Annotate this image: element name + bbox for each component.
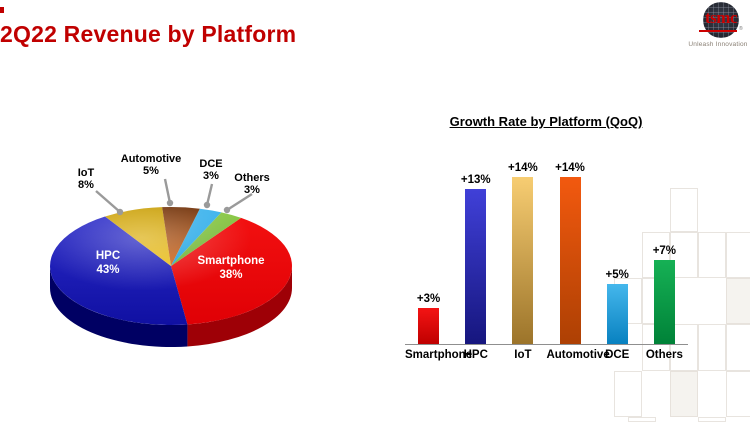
bar-category-label: HPC <box>463 349 488 361</box>
pie-label-hpc: HPC 43% <box>78 250 138 277</box>
bar-column-smartphone: +3% <box>405 158 452 344</box>
pie-leader-dot <box>203 201 211 209</box>
wafer-die-cell <box>698 232 726 278</box>
wafer-die-cell <box>628 417 656 422</box>
bar-category-label: Others <box>645 349 683 361</box>
bar-category-label: DCE <box>605 349 630 361</box>
bar-rect <box>606 284 628 344</box>
pie-callout-value: 5% <box>143 165 159 178</box>
pie-callout-label: DCE <box>199 158 223 170</box>
pie-callout-dce: DCE 3% <box>186 158 236 183</box>
bar-value-label: +14% <box>508 161 538 174</box>
pie-callout-others: Others 3% <box>227 172 277 197</box>
wafer-die-cell <box>670 232 698 278</box>
bar-rect <box>512 176 534 344</box>
bar-rect <box>465 188 487 344</box>
wafer-icon <box>703 2 739 38</box>
pie-slice-value: 43% <box>96 263 120 276</box>
bar-category-label: Automotive <box>546 349 610 361</box>
tsmc-logo: tsmc ® Unleash Innovation <box>686 0 750 52</box>
wafer-die-cell <box>726 232 750 278</box>
wafer-die-cell <box>726 371 750 417</box>
bar-column-hpc: +13% <box>452 158 499 344</box>
wafer-die-cell <box>726 278 750 324</box>
pie-callout-value: 3% <box>244 184 260 197</box>
bar-column-automotive: +14% <box>546 158 593 344</box>
pie-slice-side-hpc <box>50 266 188 347</box>
bar-chart-category-axis: Smartphone HPC IoT Automotive DCE Others <box>405 349 688 361</box>
pie-leader-line <box>226 192 253 212</box>
pie-callout-label: Others <box>234 172 270 184</box>
bar-rect <box>559 176 581 344</box>
pie-chart <box>50 178 292 347</box>
accent-square <box>0 7 4 13</box>
pie-label-smartphone: Smartphone 38% <box>181 255 281 282</box>
logo-tagline: Unleash Innovation <box>688 41 748 48</box>
pie-leader-line <box>95 190 121 213</box>
bar-chart: +3% +13% +14% +14% +5% +7% <box>405 158 688 345</box>
bar-column-others: +7% <box>641 158 688 344</box>
bar-rect <box>418 307 440 344</box>
pie-slice-side-smartphone <box>187 266 292 347</box>
bar-category-label: IoT <box>514 349 532 361</box>
tsmc-wordmark: tsmc <box>705 8 737 27</box>
bar-value-label: +7% <box>652 245 677 258</box>
bar-column-dce: +5% <box>594 158 641 344</box>
pie-callout-iot: IoT 8% <box>61 167 111 192</box>
wafer-die-cell <box>670 371 698 417</box>
wafer-die-cell <box>726 324 750 371</box>
pie-callout-label: Automotive <box>120 153 182 165</box>
wafer-die-cell <box>698 324 726 371</box>
pie-leader-dot <box>223 206 231 214</box>
pie-leader-line <box>163 178 172 204</box>
pie-slice-name: HPC <box>95 250 121 262</box>
bar-value-label: +3% <box>416 292 441 305</box>
bar-value-label: +13% <box>460 173 491 186</box>
registered-mark: ® <box>739 26 743 32</box>
pie-slice-name: Smartphone <box>197 255 265 267</box>
pie-callout-automotive: Automotive 5% <box>106 153 196 178</box>
bar-column-iot: +14% <box>499 158 546 344</box>
pie-callout-value: 3% <box>203 170 219 183</box>
wafer-die-cell <box>614 371 642 417</box>
bar-value-label: +5% <box>605 269 629 281</box>
pie-callout-value: 8% <box>78 179 94 192</box>
pie-leader-dot <box>166 199 174 207</box>
pie-gloss-highlight <box>50 207 292 325</box>
pie-leader-dot <box>116 208 124 216</box>
bar-rect <box>653 260 675 344</box>
wafer-die-cell <box>670 324 698 371</box>
page-title: 2Q22 Revenue by Platform <box>0 21 297 47</box>
bar-chart-title: Growth Rate by Platform (QoQ) <box>449 114 643 129</box>
bar-category-label: Smartphone <box>405 349 473 361</box>
bar-value-label: +14% <box>555 161 585 174</box>
pie-leader-line <box>205 183 214 206</box>
pie-slice-value: 38% <box>219 268 243 281</box>
pie-callout-label: IoT <box>77 167 95 179</box>
logo-underline <box>699 29 737 32</box>
wafer-die-cell <box>698 417 726 422</box>
wafer-die-cell <box>670 188 698 232</box>
